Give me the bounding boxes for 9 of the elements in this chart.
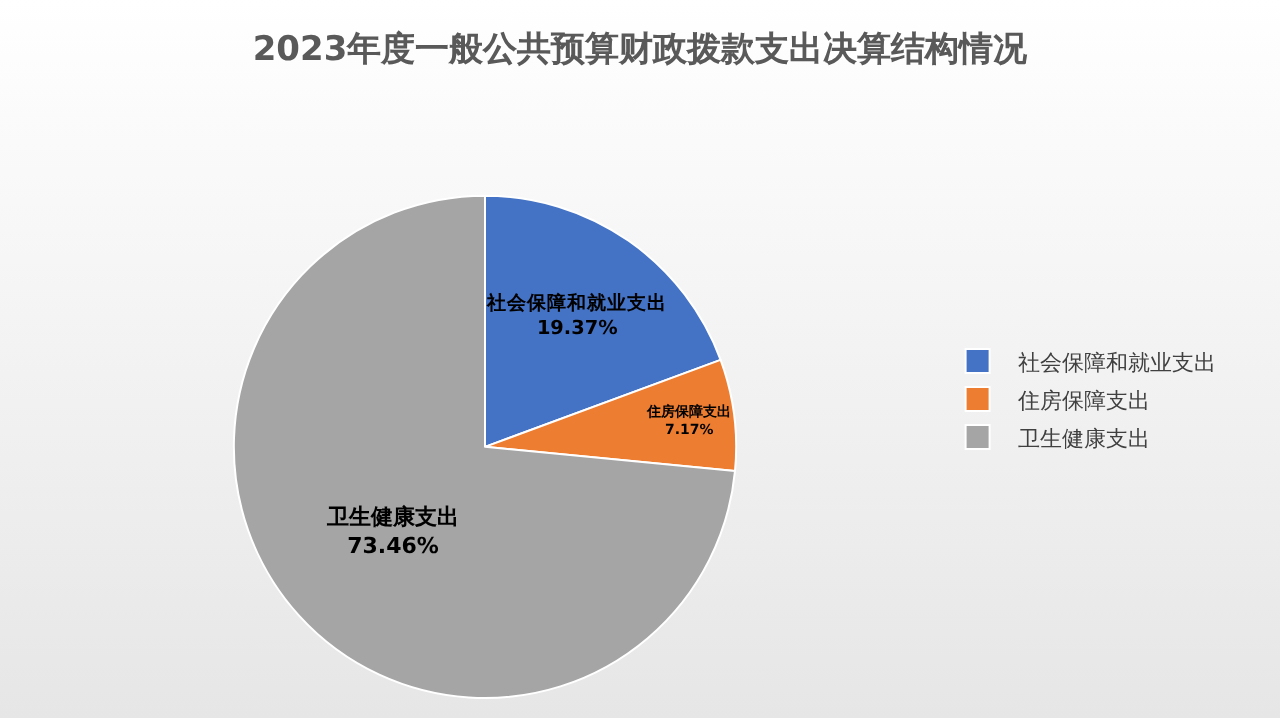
legend-label: 卫生健康支出 bbox=[1017, 425, 1150, 452]
slice-label: 卫生健康支出 bbox=[325, 503, 460, 530]
legend-label: 社会保障和就业支出 bbox=[1017, 349, 1216, 376]
slice-label: 社会保障和就业支出 bbox=[485, 291, 668, 316]
pie-slice bbox=[232, 194, 736, 699]
data-label: 73.46% bbox=[347, 532, 439, 559]
data-label: 19.37% bbox=[536, 318, 619, 341]
chart-title: 2023年度一般公共预算财政拨款支出决算结构情况 bbox=[252, 29, 1030, 70]
legend-label: 住房保障支出 bbox=[1017, 387, 1150, 414]
